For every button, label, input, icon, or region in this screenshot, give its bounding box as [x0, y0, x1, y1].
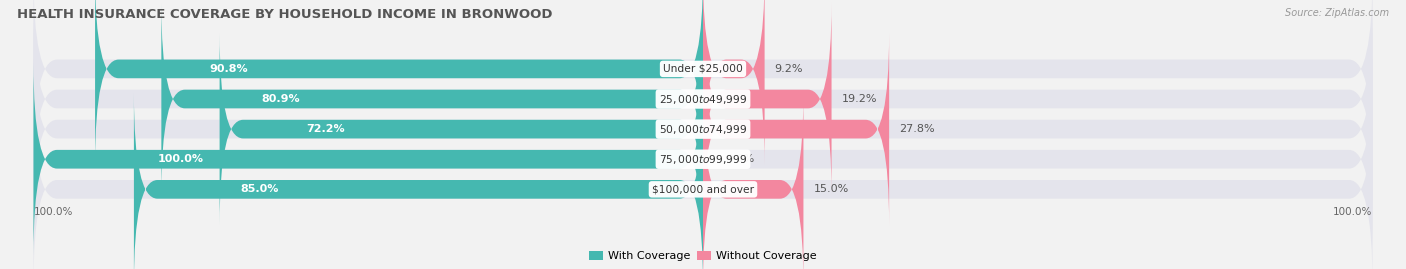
FancyBboxPatch shape — [162, 3, 703, 195]
FancyBboxPatch shape — [34, 63, 1372, 255]
Text: 72.2%: 72.2% — [307, 124, 346, 134]
Text: 0.0%: 0.0% — [727, 154, 755, 164]
Text: Source: ZipAtlas.com: Source: ZipAtlas.com — [1285, 8, 1389, 18]
FancyBboxPatch shape — [34, 3, 1372, 195]
FancyBboxPatch shape — [134, 93, 703, 269]
Text: HEALTH INSURANCE COVERAGE BY HOUSEHOLD INCOME IN BRONWOOD: HEALTH INSURANCE COVERAGE BY HOUSEHOLD I… — [17, 8, 553, 21]
Text: 80.9%: 80.9% — [262, 94, 299, 104]
Text: 27.8%: 27.8% — [900, 124, 935, 134]
Text: 90.8%: 90.8% — [209, 64, 247, 74]
Text: $25,000 to $49,999: $25,000 to $49,999 — [659, 93, 747, 105]
Text: 100.0%: 100.0% — [34, 207, 73, 217]
FancyBboxPatch shape — [34, 0, 1372, 165]
FancyBboxPatch shape — [703, 33, 889, 225]
FancyBboxPatch shape — [96, 0, 703, 165]
Text: 85.0%: 85.0% — [240, 184, 278, 194]
Text: 19.2%: 19.2% — [842, 94, 877, 104]
Text: $75,000 to $99,999: $75,000 to $99,999 — [659, 153, 747, 166]
Text: $100,000 and over: $100,000 and over — [652, 184, 754, 194]
Text: 100.0%: 100.0% — [157, 154, 204, 164]
FancyBboxPatch shape — [703, 0, 765, 165]
Text: 100.0%: 100.0% — [1333, 207, 1372, 217]
FancyBboxPatch shape — [34, 33, 1372, 225]
Text: 9.2%: 9.2% — [775, 64, 803, 74]
Text: 15.0%: 15.0% — [814, 184, 849, 194]
FancyBboxPatch shape — [703, 3, 831, 195]
FancyBboxPatch shape — [34, 63, 703, 255]
FancyBboxPatch shape — [703, 93, 803, 269]
Legend: With Coverage, Without Coverage: With Coverage, Without Coverage — [585, 246, 821, 266]
Text: $50,000 to $74,999: $50,000 to $74,999 — [659, 123, 747, 136]
FancyBboxPatch shape — [219, 33, 703, 225]
Text: Under $25,000: Under $25,000 — [664, 64, 742, 74]
FancyBboxPatch shape — [34, 93, 1372, 269]
